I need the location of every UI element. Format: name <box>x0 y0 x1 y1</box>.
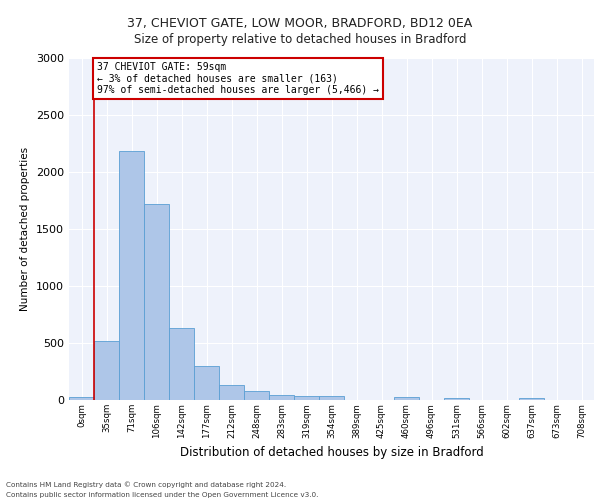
Bar <box>219 385 244 400</box>
Bar <box>319 396 344 400</box>
Bar <box>294 396 319 400</box>
Text: 37 CHEVIOT GATE: 59sqm
← 3% of detached houses are smaller (163)
97% of semi-det: 37 CHEVIOT GATE: 59sqm ← 3% of detached … <box>97 62 379 96</box>
Bar <box>194 366 219 400</box>
Text: 37, CHEVIOT GATE, LOW MOOR, BRADFORD, BD12 0EA: 37, CHEVIOT GATE, LOW MOOR, BRADFORD, BD… <box>127 18 473 30</box>
Text: Contains public sector information licensed under the Open Government Licence v3: Contains public sector information licen… <box>6 492 319 498</box>
Y-axis label: Number of detached properties: Number of detached properties <box>20 146 31 311</box>
Bar <box>444 398 469 400</box>
Bar <box>119 150 144 400</box>
X-axis label: Distribution of detached houses by size in Bradford: Distribution of detached houses by size … <box>179 446 484 459</box>
Bar <box>244 392 269 400</box>
Bar <box>169 328 194 400</box>
Bar <box>94 340 119 400</box>
Bar <box>519 398 544 400</box>
Text: Contains HM Land Registry data © Crown copyright and database right 2024.: Contains HM Land Registry data © Crown c… <box>6 481 286 488</box>
Bar <box>144 204 169 400</box>
Bar <box>69 396 94 400</box>
Bar <box>394 396 419 400</box>
Bar <box>269 395 294 400</box>
Text: Size of property relative to detached houses in Bradford: Size of property relative to detached ho… <box>134 32 466 46</box>
